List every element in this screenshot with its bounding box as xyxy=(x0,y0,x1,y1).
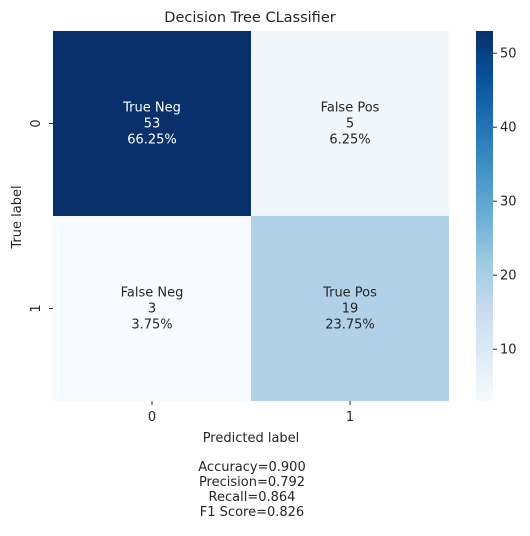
colorbar xyxy=(476,31,493,401)
cell-1-1-label-2: 23.75% xyxy=(325,318,375,333)
x-tick-label-0: 0 xyxy=(148,410,156,425)
cell-0-1-label-1: 5 xyxy=(346,117,354,132)
colorbar-ticks: 10 20 30 40 50 xyxy=(493,47,517,358)
colorbar-tick-label-3: 40 xyxy=(500,121,517,136)
colorbar-tick-label-1: 20 xyxy=(500,269,517,284)
precision-text: Precision=0.792 xyxy=(198,475,306,490)
cell-0-0-label-1: 53 xyxy=(144,117,161,132)
f1-score-text: F1 Score=0.826 xyxy=(199,505,305,520)
cell-0-1-label-2: 6.25% xyxy=(329,133,370,148)
y-tick-label-0: 0 xyxy=(29,119,44,127)
cell-1-0 xyxy=(53,216,251,401)
cell-0-0 xyxy=(53,31,251,216)
colorbar-tick-label-0: 10 xyxy=(500,343,517,358)
recall-text: Recall=0.864 xyxy=(208,490,296,505)
cell-0-1-label-0: False Pos xyxy=(321,101,380,116)
x-axis-label: Predicted label xyxy=(203,431,300,446)
cell-1-1-label-0: True Pos xyxy=(322,286,377,301)
y-axis-ticks: 01 xyxy=(29,119,53,313)
cell-0-1 xyxy=(251,31,449,216)
accuracy-text: Accuracy=0.900 xyxy=(198,460,306,475)
colorbar-tick-label-2: 30 xyxy=(500,195,517,210)
x-tick-label-1: 1 xyxy=(346,410,354,425)
cell-0-0-label-0: True Neg xyxy=(122,101,181,116)
chart-title: Decision Tree CLassifier xyxy=(164,10,335,26)
cell-1-0-label-1: 3 xyxy=(148,302,156,317)
colorbar-tick-label-4: 50 xyxy=(500,47,517,62)
cell-1-0-label-0: False Neg xyxy=(121,286,184,301)
y-axis-label: True label xyxy=(10,185,25,249)
cell-0-0-label-2: 66.25% xyxy=(127,133,177,148)
y-tick-label-1: 1 xyxy=(29,304,44,312)
metrics-summary: Accuracy=0.900 Precision=0.792 Recall=0.… xyxy=(0,460,504,520)
cell-1-0-label-2: 3.75% xyxy=(131,318,172,333)
cell-1-1 xyxy=(251,216,449,401)
cell-1-1-label-1: 19 xyxy=(342,302,359,317)
